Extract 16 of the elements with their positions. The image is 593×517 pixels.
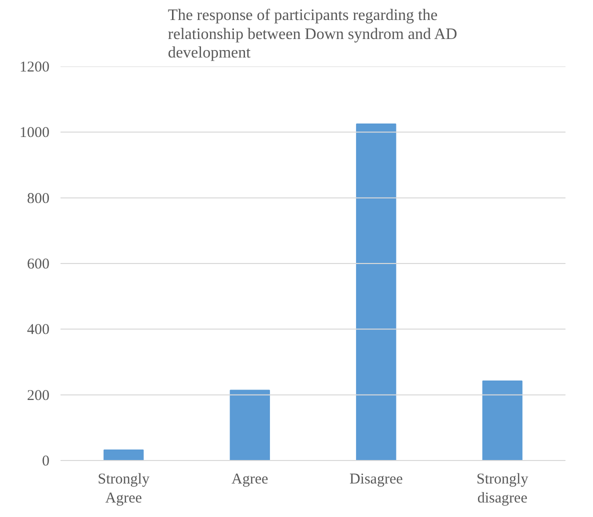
x-tick-label: Strongly Agree [98,472,150,507]
x-tick-label: Agree [232,472,269,488]
y-tick-label: 1200 [20,60,50,76]
bar [356,123,396,460]
y-tick-label: 600 [27,256,50,272]
chart-title: The response of participants regarding the relationship between Down syndrom and AD development [168,7,458,62]
x-tick-label: Strongly disagree [476,472,529,507]
y-tick-label: 0 [42,454,50,470]
x-tick-label: Disagree [349,472,404,488]
y-tick-label: 800 [27,190,50,207]
bar [482,380,522,460]
y-tick-label: 1000 [20,125,50,142]
y-tick-label: 200 [27,388,50,404]
bar [104,449,144,460]
bar [230,390,270,460]
y-tick-label: 400 [27,322,50,338]
